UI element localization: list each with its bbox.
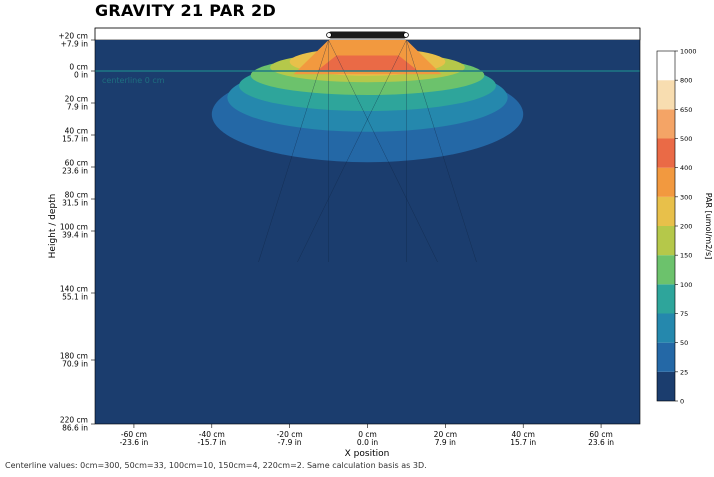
- colorbar-tick-label: 0: [680, 398, 684, 406]
- x-tick-label-inches: -23.6 in: [120, 438, 149, 447]
- colorbar-segment: [657, 196, 675, 226]
- x-tick-label-inches: 7.9 in: [435, 438, 456, 447]
- beam-ray: [297, 39, 407, 263]
- emitter-right-icon: [403, 32, 409, 38]
- colorbar-segment: [657, 255, 675, 285]
- x-tick-label-inches: -15.7 in: [197, 438, 226, 447]
- colorbar-label: PAR [umol/m2/s]: [704, 193, 713, 260]
- y-tick-label: +20 cm: [58, 32, 88, 41]
- x-tick-label: 0 cm: [358, 430, 377, 439]
- y-tick-label: 180 cm: [60, 352, 88, 361]
- x-axis-ticks: -60 cm-23.6 in -40 cm-15.7 in -20 cm-7.9 i…: [120, 424, 614, 447]
- y-tick-label-inches: 86.6 in: [62, 424, 88, 433]
- fixture-bar: [329, 31, 406, 39]
- y-tick-label: 60 cm: [65, 159, 88, 168]
- y-tick-label-inches: 39.4 in: [62, 231, 88, 240]
- colorbar-tick-label: 1000: [680, 48, 697, 56]
- colorbar-segment: [657, 284, 675, 314]
- y-tick-label: 220 cm: [60, 416, 88, 425]
- colorbar-tick-label: 50: [680, 339, 688, 347]
- y-tick-label: 0 cm: [69, 63, 88, 72]
- colorbar-tick-label: 800: [680, 77, 692, 85]
- contour-band-8: [316, 55, 419, 71]
- colorbar-segment: [657, 313, 675, 343]
- y-tick-label-inches: 23.6 in: [62, 167, 88, 176]
- colorbar-segment: [657, 138, 675, 168]
- x-axis-label: X position: [345, 449, 390, 459]
- y-tick-label: 140 cm: [60, 285, 88, 294]
- beam-ray: [406, 39, 477, 263]
- y-tick-label: 100 cm: [60, 223, 88, 232]
- colorbar-segment: [657, 80, 675, 110]
- colorbar-segment: [657, 226, 675, 256]
- x-tick-label-inches: 0.0 in: [357, 438, 378, 447]
- grow-light-fixture: [326, 31, 409, 39]
- y-tick-label-inches: 70.9 in: [62, 360, 88, 369]
- x-tick-label: 60 cm: [589, 430, 612, 439]
- plot-area: centerline 0 cm: [94, 27, 641, 425]
- y-tick-label: 20 cm: [65, 95, 88, 104]
- centerline-label: centerline 0 cm: [102, 76, 165, 85]
- y-tick-label: 40 cm: [65, 127, 88, 136]
- colorbar-segment: [657, 109, 675, 139]
- colorbar-tick-label: 200: [680, 223, 692, 231]
- colorbar-segment: [657, 371, 675, 401]
- y-axis-ticks: +20 cm+7.9 in 0 cm0 in 20 cm7.9 in 40 cm15.…: [58, 32, 95, 433]
- y-axis-label: Height / depth: [48, 194, 58, 259]
- colorbar-tick-label: 75: [680, 310, 688, 318]
- x-tick-label-inches: 15.7 in: [510, 438, 536, 447]
- beam-rays: [258, 39, 477, 263]
- x-tick-label: 20 cm: [434, 430, 457, 439]
- colorbar-tick-label: 100: [680, 281, 692, 289]
- x-tick-label-inches: -7.9 in: [278, 438, 302, 447]
- y-tick-label: 80 cm: [65, 191, 88, 200]
- chart-title: GRAVITY 21 PAR 2D: [95, 1, 277, 20]
- y-tick-label-inches: 55.1 in: [62, 293, 88, 302]
- y-tick-label-inches: 31.5 in: [62, 199, 88, 208]
- y-tick-label-inches: +7.9 in: [61, 40, 89, 49]
- colorbar-tick-label: 650: [680, 106, 692, 114]
- x-tick-label: -20 cm: [277, 430, 303, 439]
- colorbar: 0 25 50 75 100 150 200 300 400 500 650 800 1000: [656, 48, 697, 406]
- y-tick-label-inches: 0 in: [74, 71, 88, 80]
- colorbar-tick-label: 500: [680, 135, 692, 143]
- colorbar-segment: [657, 167, 675, 197]
- x-tick-label: -40 cm: [199, 430, 225, 439]
- emitter-left-icon: [326, 32, 332, 38]
- colorbar-segment: [657, 51, 675, 81]
- centerline-footnote: Centerline values: 0cm=300, 50cm=33, 100…: [5, 461, 427, 470]
- x-tick-label-inches: 23.6 in: [588, 438, 614, 447]
- colorbar-tick-label: 25: [680, 368, 688, 376]
- colorbar-segment: [657, 342, 675, 372]
- colorbar-tick-label: 300: [680, 193, 692, 201]
- beam-ray: [328, 39, 438, 263]
- colorbar-tick-label: 150: [680, 252, 692, 260]
- colorbar-tick-label: 400: [680, 164, 692, 172]
- beam-ray: [258, 39, 329, 263]
- x-tick-label: 40 cm: [512, 430, 535, 439]
- x-tick-label: -60 cm: [121, 430, 147, 439]
- y-tick-label-inches: 7.9 in: [67, 103, 88, 112]
- y-tick-label-inches: 15.7 in: [62, 135, 88, 144]
